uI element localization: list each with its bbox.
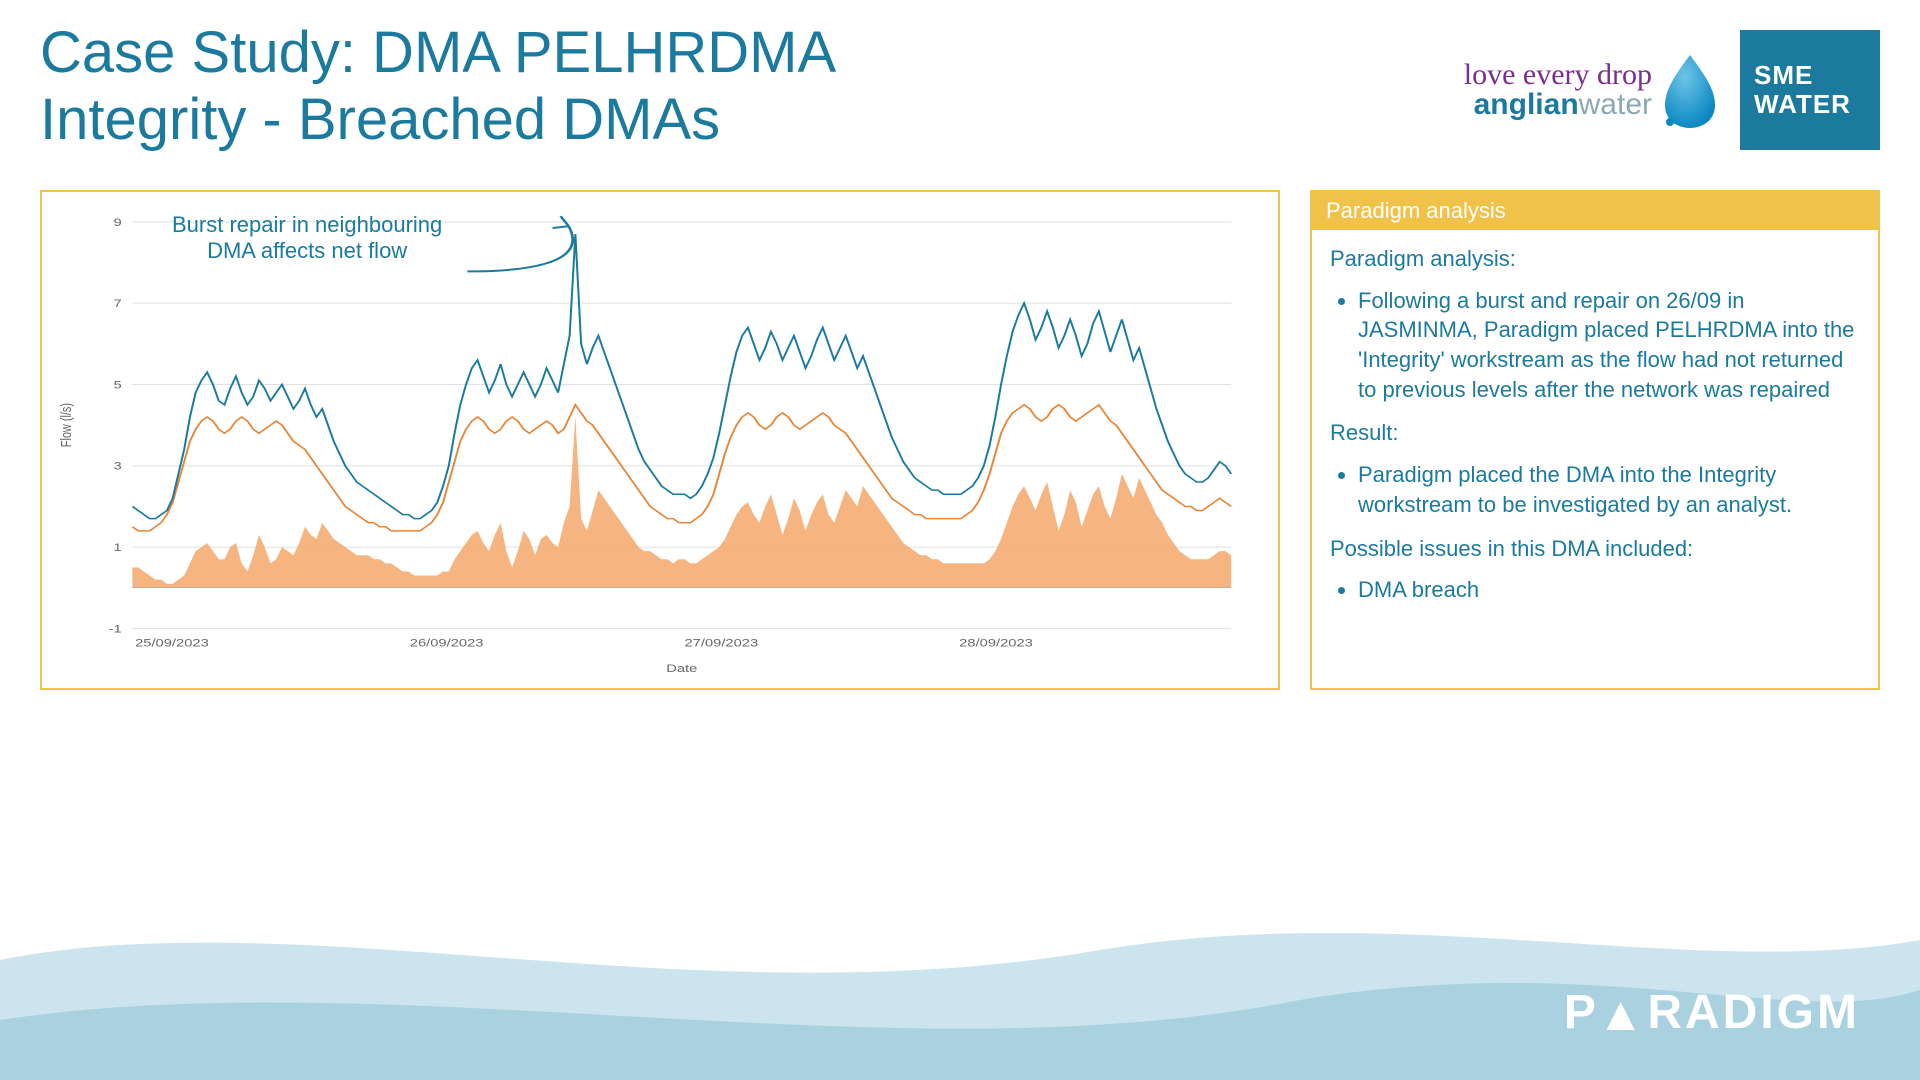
analysis-p1: Paradigm analysis:: [1330, 244, 1860, 274]
svg-text:26/09/2023: 26/09/2023: [410, 636, 484, 649]
anglian-word: anglian: [1474, 88, 1579, 121]
slide-title: Case Study: DMA PELHRDMA Integrity - Bre…: [40, 20, 836, 153]
annotation-line-2: DMA affects net flow: [172, 238, 442, 264]
water-drop-icon: [1660, 50, 1720, 130]
svg-text:Date: Date: [666, 662, 697, 675]
analysis-bullet-2: Paradigm placed the DMA into the Integri…: [1358, 460, 1860, 519]
analysis-p3: Possible issues in this DMA included:: [1330, 534, 1860, 564]
annotation-line-1: Burst repair in neighbouring: [172, 212, 442, 238]
water-word: water: [1579, 88, 1652, 121]
chart-panel: -1 1 3 5 7 9 25/09/2023 26/09/2023 27/09/2023 28/…: [40, 190, 1280, 690]
analysis-p2: Result:: [1330, 418, 1860, 448]
paradigm-logo: P▲RADIGM: [1564, 985, 1860, 1040]
title-line-2: Integrity - Breached DMAs: [40, 87, 836, 154]
flow-chart: -1 1 3 5 7 9 25/09/2023 26/09/2023 27/09/2023 28/…: [52, 202, 1258, 678]
anglian-water-logo: love every drop anglianwater: [1464, 50, 1720, 130]
sme-line-1: SME: [1754, 61, 1880, 90]
svg-text:7: 7: [113, 297, 121, 310]
sme-water-logo: SME WATER: [1740, 30, 1880, 150]
paradigm-text: RADIGM: [1647, 986, 1860, 1039]
svg-text:-1: -1: [109, 622, 122, 635]
sme-line-2: WATER: [1754, 90, 1880, 119]
analysis-panel: Paradigm analysis Paradigm analysis: Fol…: [1310, 190, 1880, 690]
content-row: -1 1 3 5 7 9 25/09/2023 26/09/2023 27/09/2023 28/…: [40, 190, 1880, 690]
svg-text:25/09/2023: 25/09/2023: [135, 636, 209, 649]
analysis-bullet-3: DMA breach: [1358, 575, 1860, 605]
analysis-bullet-1: Following a burst and repair on 26/09 in…: [1358, 286, 1860, 405]
analysis-header: Paradigm analysis: [1312, 192, 1878, 230]
svg-text:28/09/2023: 28/09/2023: [959, 636, 1033, 649]
logo-row: love every drop anglianwater SME WATER: [1464, 30, 1880, 150]
svg-text:5: 5: [113, 378, 121, 391]
svg-text:Flow (l/s): Flow (l/s): [57, 403, 74, 447]
svg-text:3: 3: [113, 460, 121, 473]
svg-text:27/09/2023: 27/09/2023: [684, 636, 758, 649]
chart-annotation: Burst repair in neighbouring DMA affects…: [172, 212, 442, 265]
anglian-tagline: love every drop: [1464, 60, 1652, 90]
analysis-body: Paradigm analysis: Following a burst and…: [1312, 230, 1878, 633]
title-line-1: Case Study: DMA PELHRDMA: [40, 20, 836, 87]
svg-text:1: 1: [113, 541, 121, 554]
svg-text:9: 9: [113, 216, 121, 229]
